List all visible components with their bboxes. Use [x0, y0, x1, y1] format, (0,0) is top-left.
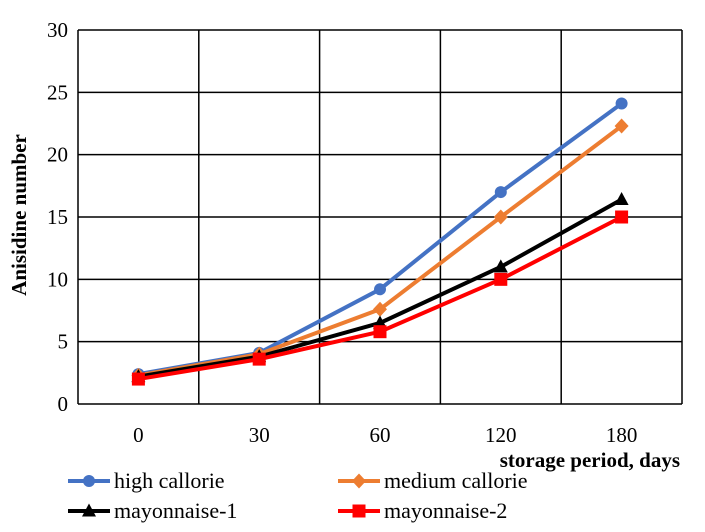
- y-tick-label: 30: [47, 18, 68, 42]
- data-point-marker: [373, 325, 387, 339]
- y-tick-label: 20: [47, 143, 68, 167]
- data-point-marker: [82, 503, 96, 517]
- data-point-marker: [494, 186, 507, 199]
- x-tick-label: 30: [249, 423, 270, 447]
- data-point-marker: [493, 209, 508, 225]
- data-point-marker: [615, 210, 629, 224]
- data-point-marker: [83, 475, 95, 487]
- legend-label: high callorie: [114, 468, 225, 493]
- data-point-marker: [373, 301, 387, 317]
- data-point-marker: [614, 118, 629, 134]
- data-point-marker: [131, 372, 145, 386]
- legend-item: mayonnaise-1: [68, 498, 237, 523]
- legend-label: mayonnaise-1: [114, 498, 237, 523]
- x-tick-label: 120: [485, 423, 517, 447]
- data-point-marker: [352, 473, 366, 489]
- legend-item: mayonnaise-2: [338, 498, 507, 523]
- grid: [77, 29, 683, 405]
- x-axis-label: storage period, days: [500, 448, 680, 472]
- legend-item: high callorie: [68, 468, 225, 493]
- x-tick-label: 60: [370, 423, 391, 447]
- data-point-marker: [252, 352, 266, 366]
- y-tick-label: 25: [47, 80, 68, 104]
- y-axis-label: Anisidine number: [7, 134, 31, 296]
- data-point-marker: [352, 504, 366, 518]
- data-point-marker: [374, 283, 386, 296]
- data-point-marker: [614, 192, 629, 206]
- y-tick-labels: 0 5 10 15 20 25 30: [47, 18, 68, 416]
- legend-label: mayonnaise-2: [384, 498, 507, 523]
- y-tick-label: 15: [47, 205, 68, 229]
- x-tick-label: 0: [133, 423, 144, 447]
- y-tick-label: 10: [47, 267, 68, 291]
- legend-label: medium callorie: [384, 468, 528, 493]
- series-mayonnaise-2: [131, 210, 629, 386]
- legend: high callorie medium callorie mayonnaise-1…: [68, 468, 528, 523]
- data-point-marker: [494, 272, 508, 286]
- legend-item: medium callorie: [338, 468, 528, 493]
- y-tick-label: 5: [58, 330, 69, 354]
- series-lines: [131, 97, 629, 386]
- y-tick-label: 0: [58, 392, 69, 416]
- data-point-marker: [493, 259, 508, 273]
- x-tick-label: 180: [606, 423, 638, 447]
- data-point-marker: [615, 97, 628, 110]
- x-tick-labels: 0 30 60 120 180: [133, 423, 637, 447]
